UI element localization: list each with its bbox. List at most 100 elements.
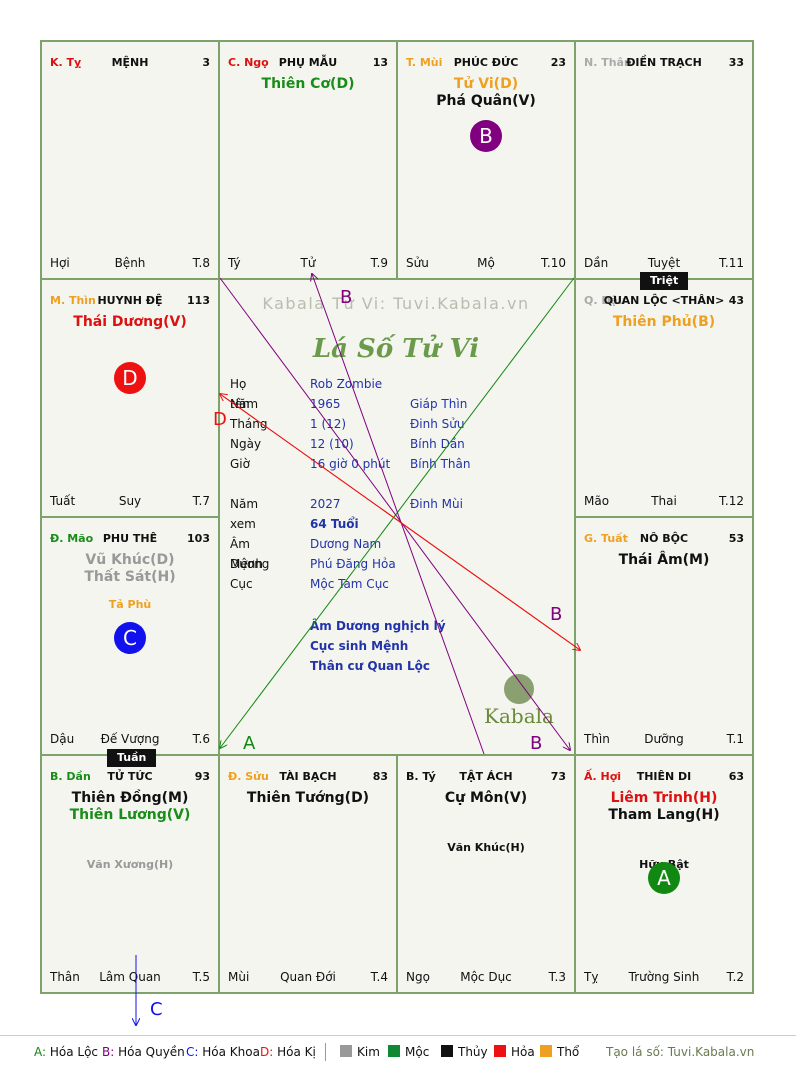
major-stars: Thái Âm(M) [576,552,752,569]
palace-mui[interactable]: T. Mùi PHÚC ĐỨC 23 Tử Vi(D) Phá Quân(V) B Sửu M… [396,40,576,280]
info-key: Ngày [230,437,262,451]
legend-element: Hỏa [494,1045,535,1059]
major-star: Liêm Trinh(H) [610,790,718,806]
hoa-quyen-line-2 [219,277,570,750]
palace-stem: Đ. Sửu [228,770,269,783]
major-star: Thiên Đồng(M) [71,790,189,806]
palace-mao[interactable]: Đ. Mão PHU THÊ 103 Vũ Khúc(D) Thất Sát(H) Tả … [40,516,220,756]
palace-name: THIÊN DI [636,770,692,783]
palace-stem: Đ. Mão [50,532,94,545]
palace-dau[interactable]: Q. Dậu QUAN LỘC <THÂN> 43 Thiên Phủ(B) Mão Th… [574,278,754,518]
legend-label: Mộc [405,1045,430,1059]
major-stars: Thái Dương(V) [42,314,218,331]
major-stars: Thiên Phủ(B) [576,314,752,331]
palace-header: M. Thìn HUYNH ĐỆ 113 [50,294,210,310]
info-key: Âm Dương [230,537,270,571]
tuan-tag: Tuần [107,749,157,767]
major-star: Tham Lang(H) [608,807,720,823]
transform-badge-b: B [470,120,502,152]
palace-footer: Ngọ Mộc Dục T.3 [406,970,566,984]
palace-header: N. Thân ĐIỀN TRẠCH 33 [584,56,744,72]
major-stars: Thiên Tướng(D) [220,790,396,807]
palace-header: C. Ngọ PHỤ MẪU 13 [228,56,388,72]
info-can-chi: Giáp Thìn [410,397,468,411]
footer-month: T.7 [192,494,210,508]
palace-name: PHỤ MẪU [278,56,338,69]
hoa-loc-line [220,277,575,748]
palace-hoi[interactable]: Ấ. Hợi THIÊN DI 63 Liêm Trinh(H) Tham Lang(H… [574,754,754,994]
logo-text: Kabala [484,704,554,728]
info-can-chi: Đinh Mùi [410,497,463,511]
footer-left: Mùi [228,970,250,984]
legend-transform: A: Hóa Lộc [34,1045,98,1059]
palace-header: Ấ. Hợi THIÊN DI 63 [584,770,744,786]
palace-header: G. Tuất NÔ BỘC 53 [584,532,744,548]
chart-note: Âm Dương nghịch lý [310,619,446,633]
footer-left: Ngọ [406,970,430,984]
palace-tuat[interactable]: G. Tuất NÔ BỘC 53 Thái Âm(M) Thìn Dưỡng T.1 [574,516,754,756]
palace-name: TỬ TỨC [107,770,153,783]
chart-notes: Âm Dương nghịch lý Cục sinh Mệnh Thân cư Q… [310,616,446,676]
palace-stem: Q. Dậu [584,294,626,307]
major-stars: Liêm Trinh(H) Tham Lang(H) [576,790,752,824]
footer-left: Dậu [50,732,75,746]
footer-stage: Lâm Quan [99,970,161,984]
palace-header: Đ. Sửu TÀI BẠCH 83 [228,770,388,786]
legend-key: B: [102,1045,115,1059]
palace-thin[interactable]: M. Thìn HUYNH ĐỆ 113 Thái Dương(V) D Tuất Suy T… [40,278,220,518]
credit-link[interactable]: Tạo lá số: Tuvi.Kabala.vn [606,1045,755,1059]
footer-month: T.5 [192,970,210,984]
hoa-quyen-line-1 [312,274,485,755]
palace-footer: Mão Thai T.12 [584,494,744,508]
footer-month: T.4 [370,970,388,984]
center-panel: Kabala Tử Vi: Tuvi.Kabala.vn Lá Số Tử Vi… [218,278,574,754]
major-star: Cự Môn(V) [444,790,528,806]
legend-label: Thủy [458,1045,488,1059]
footer-left: Dần [584,256,609,270]
arrow-label-c: C [150,999,163,1020]
palace-ty[interactable]: K. Tỵ MỆNH 3 Hợi Bệnh T.8 [40,40,220,280]
footer-stage: Tử [300,256,316,270]
element-swatch-icon [441,1045,453,1057]
palace-footer: Thân Lâm Quan T.5 [50,970,210,984]
palace-ngo[interactable]: C. Ngọ PHỤ MẪU 13 Thiên Cơ(D) Tý Tử T.9 [218,40,398,280]
palace-number: 83 [372,770,388,783]
palace-number: 33 [728,56,744,69]
footer-month: T.9 [370,256,388,270]
palace-number: 43 [728,294,744,307]
palace-stem: Ấ. Hợi [584,770,622,783]
major-star: Phá Quân(V) [436,93,536,109]
info-value: 64 Tuổi [310,517,359,531]
major-star: Thiên Tướng(D) [246,790,370,806]
kabala-logo: Kabala [484,674,554,734]
legend-key: A: [34,1045,47,1059]
footer-month: T.6 [192,732,210,746]
footer-left: Tỵ [584,970,599,984]
palace-suu[interactable]: Đ. Sửu TÀI BẠCH 83 Thiên Tướng(D) Mùi Quan Đớ… [218,754,398,994]
legend-bar: A: Hóa Lộc B: Hóa Quyền C: Hóa Khoa D: Hóa … [0,1035,796,1066]
info-can-chi: Bính Thân [410,457,471,471]
legend-element: Thủy [441,1045,488,1059]
footer-stage: Đế Vượng [100,732,160,746]
footer-stage: Bệnh [114,256,146,270]
element-swatch-icon [540,1045,552,1057]
palace-footer: Hợi Bệnh T.8 [50,256,210,270]
info-key: Năm xem [230,497,259,531]
chart-note: Thân cư Quan Lộc [310,659,430,673]
palace-stem: T. Mùi [406,56,443,69]
palace-number: 93 [194,770,210,783]
info-value: 2027 [310,497,341,511]
footer-left: Thân [50,970,80,984]
info-value: Dương Nam [310,537,382,551]
palace-name: QUAN LỘC <THÂN> [603,294,725,307]
palace-name: TÀI BẠCH [279,770,337,783]
info-value: Mộc Tam Cục [310,577,389,591]
palace-name: PHÚC ĐỨC [453,56,519,69]
palace-than[interactable]: N. Thân ĐIỀN TRẠCH 33 Dần Tuyệt T.11 [574,40,754,280]
palace-stem: K. Tỵ [50,56,82,69]
legend-key: C: [186,1045,199,1059]
palace-footer: Thìn Dưỡng T.1 [584,732,744,746]
footer-month: T.12 [719,494,744,508]
legend-element: Kim [340,1045,380,1059]
